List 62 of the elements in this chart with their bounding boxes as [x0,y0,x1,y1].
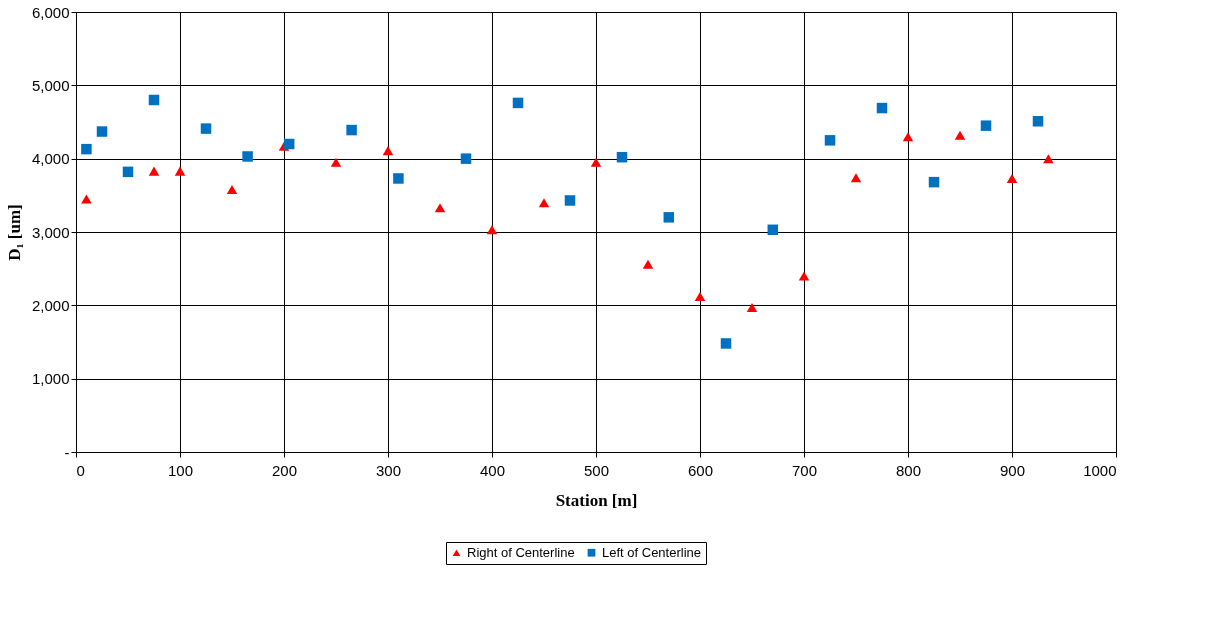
y-tick-label: 1,000 [31,370,70,388]
x-tick-label: 600 [687,461,714,479]
x-tick-label: 900 [999,461,1026,479]
point [148,94,160,106]
point [81,194,92,204]
point [393,173,404,184]
y-tick-label: 3,000 [31,223,70,241]
point [1006,173,1018,184]
point [346,124,357,136]
point [96,126,108,137]
y-tick-label: 5,000 [31,76,70,94]
point [720,338,732,349]
point [954,130,966,140]
point [486,225,498,235]
point [148,166,160,176]
point [663,212,675,223]
point [460,153,472,164]
point [122,166,134,178]
point [174,166,186,176]
y-tick-label: 4,000 [31,150,70,168]
y-tick-label: 2,000 [31,296,70,314]
point [798,271,810,281]
point [283,138,295,150]
y-tick-label: - [64,443,70,461]
y-tick-label: 6,000 [31,3,70,21]
point [980,120,992,131]
point [81,143,92,155]
point [330,157,342,167]
point [242,151,253,162]
point [1043,154,1054,164]
point [767,224,779,236]
x-tick-label: 1000 [1083,461,1117,479]
point [1032,116,1044,127]
point [642,259,654,269]
point [824,135,836,146]
x-axis-title: Station [m] [555,490,638,510]
x-tick-label: 500 [583,461,610,479]
point [512,97,524,109]
x-tick-label: 800 [895,461,922,479]
x-tick-label: 200 [271,461,298,479]
legend-label: Left of Centerline [602,544,702,560]
x-tick-label: 400 [479,461,506,479]
point [382,146,394,156]
point [226,184,238,195]
x-tick-label: 100 [167,461,194,479]
point [434,203,446,213]
point [590,157,602,167]
point [616,151,628,163]
point [876,102,888,114]
point [564,195,576,206]
point [694,291,706,302]
point [538,198,550,208]
point [200,123,212,134]
legend-label: Right of Centerline [467,544,575,560]
point [928,176,940,188]
x-tick-label: 0 [76,461,85,479]
point [746,302,758,313]
y-axis-title: D₁ [um] [4,204,24,261]
point [902,132,914,142]
point [850,173,862,183]
x-tick-label: 300 [375,461,402,479]
x-tick-label: 700 [791,461,818,479]
